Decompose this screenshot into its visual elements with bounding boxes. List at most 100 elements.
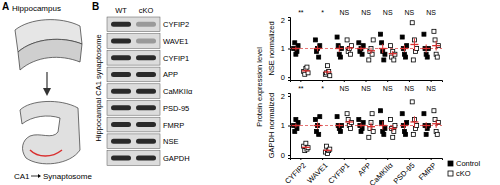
mean-line (345, 121, 353, 122)
ca1-region (30, 150, 62, 156)
blot-band (136, 139, 156, 144)
mean-line (324, 150, 332, 151)
lane-label: WT (115, 6, 127, 15)
target-label: Synaptosome (43, 172, 92, 181)
data-point (317, 132, 321, 136)
y-axis: 012 (281, 92, 291, 160)
data-point (393, 124, 397, 128)
category-label: APP (356, 161, 373, 178)
data-point (422, 32, 426, 36)
data-point (305, 65, 309, 69)
tick-mark (288, 126, 290, 127)
data-point (348, 52, 352, 56)
data-point (383, 126, 387, 130)
blot-strip (107, 17, 160, 32)
tick (322, 80, 323, 82)
significance: NS (405, 9, 415, 16)
data-point (328, 74, 332, 78)
data-point (435, 55, 439, 59)
band-label: FMRP (163, 121, 184, 130)
blot-band (136, 105, 156, 110)
tick (431, 80, 432, 82)
band-label: CaMKIIα (163, 87, 193, 96)
mean-line (335, 48, 343, 49)
arrow-head (43, 88, 51, 96)
blot-band (136, 22, 156, 27)
data-point (357, 118, 361, 122)
tick: APP (356, 158, 373, 178)
tick-mark (322, 158, 323, 160)
mean-line (389, 128, 397, 129)
blot-strip (107, 50, 160, 65)
significance: NS (426, 9, 436, 16)
tick: CaMKIIα (368, 158, 396, 185)
mean-line (379, 48, 387, 49)
data-point (432, 109, 436, 113)
band-label: CYFIP2 (163, 20, 189, 29)
tick-mark (409, 158, 410, 160)
mean-line (357, 48, 365, 49)
data-point (382, 132, 386, 136)
data-point (296, 44, 300, 48)
tick-label: 2 (281, 16, 285, 25)
tick (387, 80, 388, 82)
data-point (370, 112, 374, 116)
mean-line (345, 47, 353, 48)
tick-mark (344, 158, 345, 160)
category-label: FMRP (417, 161, 438, 182)
significance: ** (298, 9, 304, 16)
mean-line (389, 53, 397, 54)
data-point (415, 47, 419, 51)
data-point (389, 44, 393, 48)
mean-line (292, 48, 300, 49)
mean-line (302, 70, 310, 71)
arrow-head (38, 174, 41, 178)
data-point (349, 44, 353, 48)
blot-band (136, 39, 156, 44)
data-point (348, 126, 352, 130)
data-point (382, 58, 386, 62)
data-point (391, 135, 395, 139)
plot-area (290, 100, 442, 156)
tick-mark (300, 80, 301, 82)
tick-label: 0 (281, 151, 285, 160)
mean-line (314, 48, 322, 49)
significance: NS (383, 9, 393, 16)
data-point (379, 32, 383, 36)
band-label: CYFIP1 (163, 54, 189, 63)
data-point (318, 44, 322, 48)
mean-line (379, 125, 387, 126)
category-label: PSD-95 (392, 161, 417, 185)
hippocampus (20, 101, 80, 163)
axis-line (291, 81, 443, 83)
tick-label: 1 (281, 44, 285, 53)
blot-band (111, 55, 131, 60)
y-title: Protein expression level (255, 47, 264, 127)
tick-mark (288, 96, 290, 97)
blot-band (136, 55, 156, 60)
mean-line (432, 123, 440, 124)
data-point (361, 44, 365, 48)
blot-strip (107, 101, 160, 116)
significance: NS (405, 85, 415, 92)
tick (344, 80, 345, 82)
blot-band (111, 105, 131, 110)
data-point (318, 115, 322, 119)
mean-line (432, 45, 440, 46)
panel-label: B (92, 1, 99, 12)
mean-line (302, 147, 310, 148)
data-point (313, 118, 317, 122)
tick-mark (409, 80, 410, 82)
tick: 1 (281, 44, 290, 53)
data-point (404, 55, 408, 59)
data-point (422, 112, 426, 116)
tick: 0 (281, 73, 290, 82)
blot-strip (107, 117, 160, 132)
blot-band (111, 122, 131, 127)
significance: * (321, 85, 324, 92)
band-label: WAVE1 (163, 37, 188, 46)
data-point (405, 44, 409, 48)
significance: * (321, 9, 324, 16)
tick-label: 0 (281, 73, 285, 82)
tick-mark (288, 20, 290, 21)
